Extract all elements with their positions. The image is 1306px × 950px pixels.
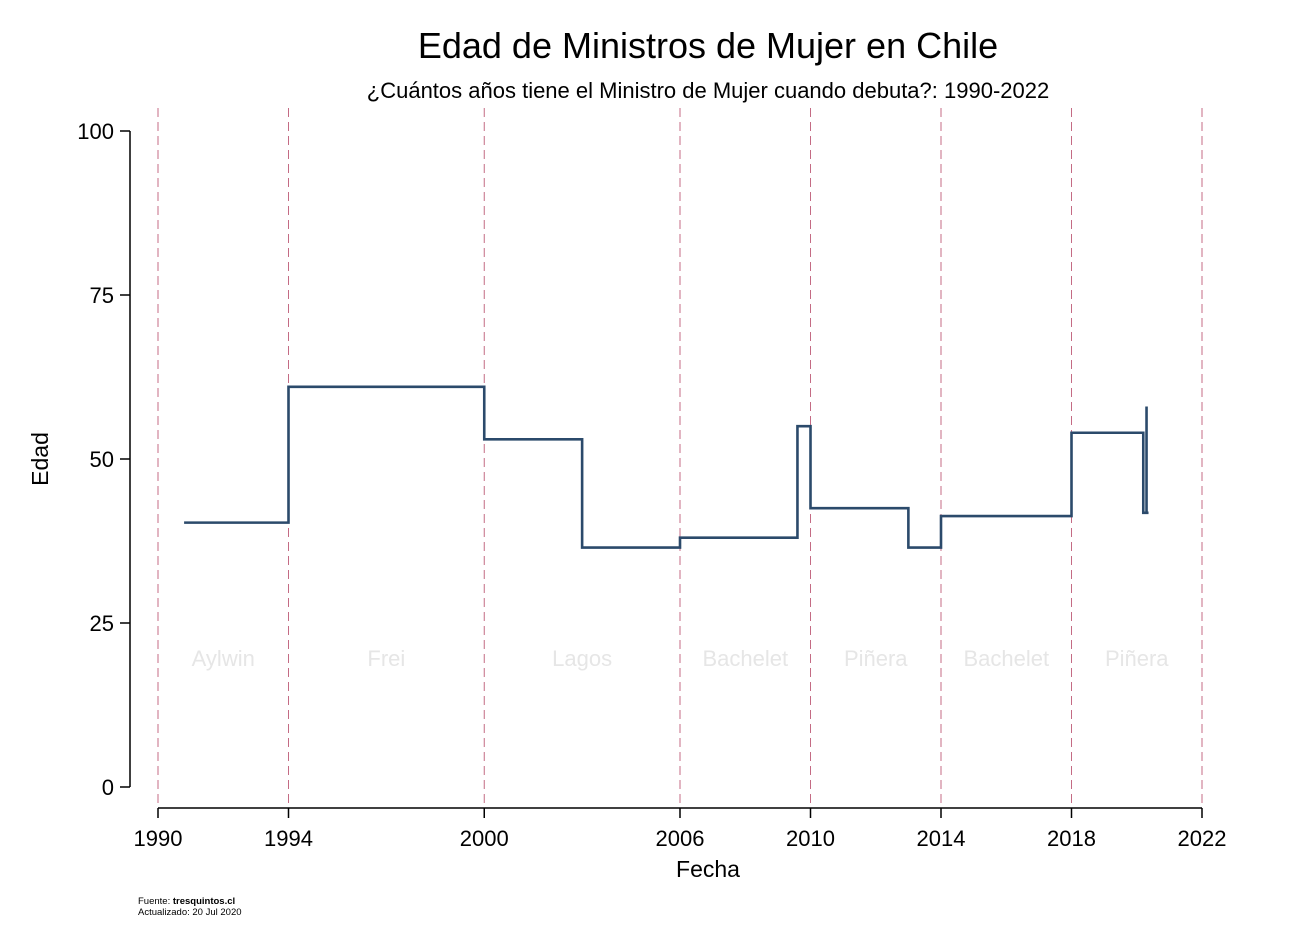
reference-lines [157, 108, 1203, 808]
y-tick-label: 0 [102, 775, 114, 800]
period-label: Piñera [1105, 646, 1169, 671]
x-tick-label: 2022 [1178, 826, 1227, 851]
period-label: Bachelet [702, 646, 788, 671]
period-labels: Aylwin Frei Lagos Bachelet Piñera Bachelet Piñ… [192, 646, 1170, 671]
period-label: Bachelet [963, 646, 1049, 671]
footer: Fuente: tresquintos.cl Actualizado: 20 J… [138, 896, 242, 918]
y-tick-label: 75 [90, 283, 114, 308]
y-tick-label: 50 [90, 447, 114, 472]
chart-title: Edad de Ministros de Mujer en Chile [418, 25, 998, 66]
footer-source-label: Fuente: [138, 896, 173, 907]
period-label: Frei [367, 646, 405, 671]
x-tick-label: 2018 [1047, 826, 1096, 851]
footer-source-link[interactable]: tresquintos.cl [172, 896, 236, 907]
series-line [184, 385, 1149, 549]
period-label: Aylwin [192, 646, 255, 671]
x-tick-label: 2000 [460, 826, 509, 851]
x-tick-label: 2006 [656, 826, 705, 851]
series [184, 385, 1149, 549]
x-axis-label: Fecha [676, 856, 740, 882]
y-tick-label: 25 [90, 611, 114, 636]
period-label: Piñera [844, 646, 908, 671]
chart-subtitle: ¿Cuántos años tiene el Ministro de Mujer… [367, 78, 1049, 103]
x-tick-label: 1990 [134, 826, 183, 851]
y-tick-label: 100 [77, 119, 114, 144]
footer-source: Fuente: tresquintos.cl [138, 896, 242, 907]
x-tick-label: 1994 [264, 826, 313, 851]
x-ticks: 1990 1994 2000 2006 2010 2014 2018 2022 [134, 808, 1227, 851]
period-label: Lagos [552, 646, 612, 671]
y-ticks: 0 25 50 75 100 [77, 119, 130, 800]
footer-updated: Actualizado: 20 Jul 2020 [138, 907, 242, 918]
x-tick-label: 2014 [917, 826, 966, 851]
y-axis-label: Edad [27, 432, 53, 486]
x-tick-label: 2010 [786, 826, 835, 851]
